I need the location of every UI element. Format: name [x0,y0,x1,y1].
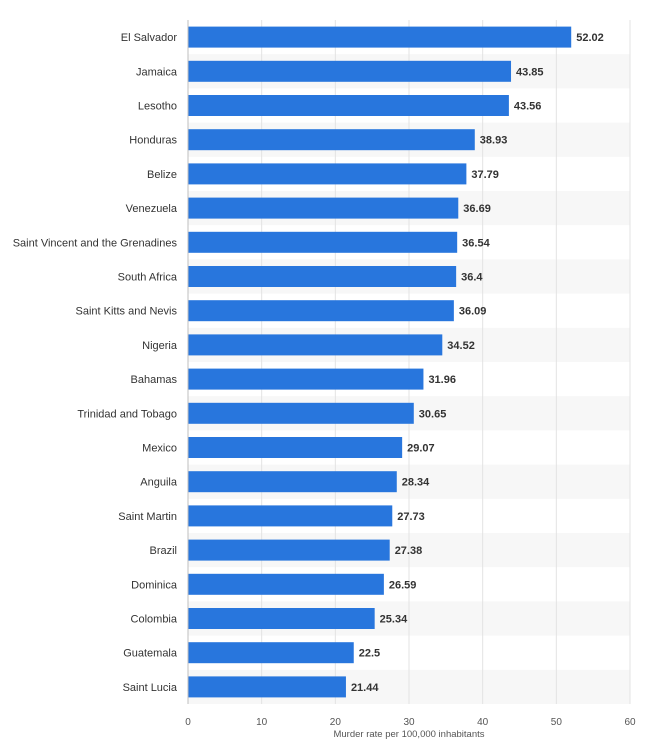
x-tick-label: 20 [330,717,342,728]
value-label: 36.4 [461,272,483,284]
value-label: 43.56 [514,101,542,113]
value-label: 21.44 [351,682,379,694]
bar [188,642,354,664]
x-tick-label: 60 [624,717,636,728]
category-label: Dominica [131,579,178,591]
bar [188,197,459,219]
bar [188,300,454,322]
category-label: Saint Martin [118,511,177,523]
bar [188,163,467,185]
x-tick-label: 30 [403,717,415,728]
value-label: 27.73 [397,511,425,523]
category-label: Lesotho [138,101,177,113]
value-label: 37.79 [471,169,499,181]
bars [188,26,572,698]
x-tick-label: 0 [185,717,191,728]
x-axis-ticks: 0 10 20 30 40 50 60 [185,717,636,728]
category-label: Mexico [142,443,177,455]
bar [188,129,475,151]
value-label: 36.54 [462,237,490,249]
category-label: Nigeria [142,340,178,352]
category-label: South Africa [118,272,178,284]
value-label: 38.93 [480,135,508,147]
category-labels: El Salvador Jamaica Lesotho Honduras Belize V… [13,32,178,694]
value-label: 30.65 [419,408,447,420]
value-label: 29.07 [407,443,435,455]
bar [188,402,414,424]
bar [188,437,403,458]
x-tick-label: 50 [551,717,563,728]
category-label: Jamaica [136,66,178,78]
bar [188,676,346,698]
value-label: 43.85 [516,66,544,78]
value-label: 52.02 [576,32,604,44]
category-label: Saint Vincent and the Grenadines [13,237,178,249]
category-label: Bahamas [131,374,178,386]
bar [188,95,509,116]
category-label: Anguila [140,477,178,489]
value-label: 25.34 [380,614,408,626]
value-label: 28.34 [402,477,430,489]
bar [188,608,375,629]
bar [188,573,384,595]
category-label: Saint Kitts and Nevis [76,306,178,318]
bar [188,266,457,287]
category-label: Saint Lucia [123,682,178,694]
bar [188,60,512,82]
category-label: Venezuela [126,203,178,215]
category-label: El Salvador [121,32,178,44]
category-label: Guatemala [123,648,178,660]
bar [188,26,572,48]
x-axis-title: Murder rate per 100,000 inhabitants [333,729,484,740]
bar [188,231,458,253]
bar [188,539,390,561]
bar [188,471,397,493]
value-labels: 52.02 43.85 43.56 38.93 37.79 36.69 36.54 36.4 3… [351,32,604,694]
value-label: 36.09 [459,306,487,318]
bar [188,368,424,390]
value-label: 31.96 [428,374,456,386]
bar [188,334,443,356]
value-label: 26.59 [389,579,417,591]
category-label: Colombia [131,614,178,626]
value-label: 22.5 [359,648,380,660]
x-tick-label: 40 [477,717,489,728]
category-label: Belize [147,169,177,181]
value-label: 34.52 [447,340,475,352]
x-tick-label: 10 [256,717,268,728]
category-label: Honduras [129,135,177,147]
bar [188,505,393,527]
value-label: 27.38 [395,545,423,557]
value-label: 36.69 [463,203,491,215]
category-label: Brazil [149,545,177,557]
category-label: Trinidad and Tobago [77,408,177,420]
